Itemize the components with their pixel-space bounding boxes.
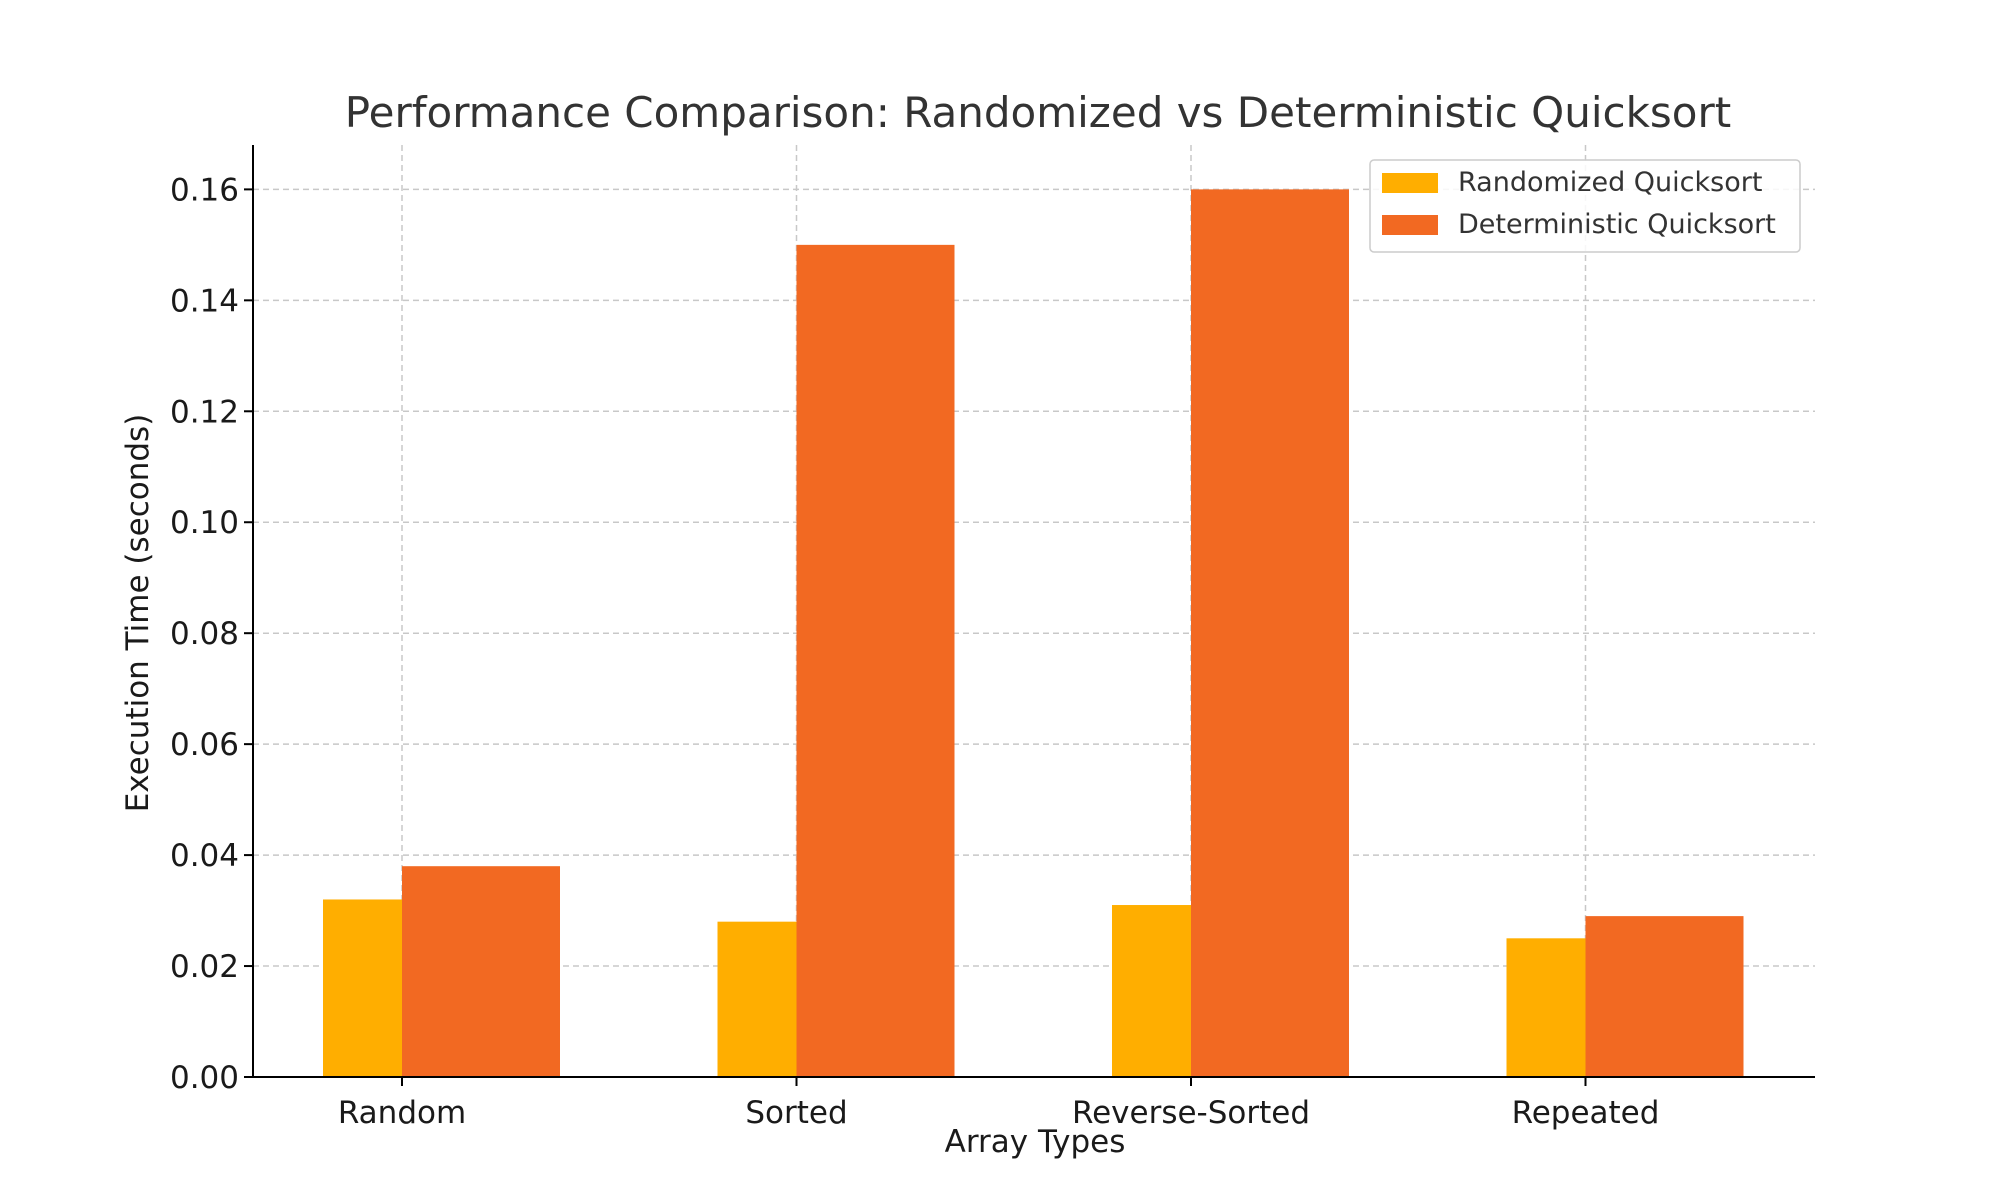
bar-randomized-quicksort [1506, 938, 1586, 1077]
legend: Randomized Quicksort Deterministic Quicks… [1369, 159, 1801, 253]
legend-frame [1369, 159, 1801, 253]
bar-randomized-quicksort [717, 921, 797, 1077]
bar-deterministic-quicksort [402, 866, 560, 1077]
y-tick-label: 0.12 [170, 394, 239, 430]
y-tick-label: 0.06 [170, 727, 239, 763]
chart-title: Performance Comparison: Randomized vs De… [345, 88, 1731, 137]
bar-randomized-quicksort [1112, 905, 1191, 1077]
x-axis-label: Array Types [945, 1124, 1126, 1160]
legend-label: Randomized Quicksort [1458, 167, 1762, 198]
x-tick-label: Reverse-Sorted [1072, 1095, 1310, 1131]
x-tick-label: Sorted [745, 1095, 847, 1131]
y-tick-label: 0.14 [170, 283, 239, 319]
y-tick-label: 0.04 [170, 838, 239, 874]
y-tick-label: 0.00 [170, 1060, 239, 1096]
axes [244, 145, 1815, 1086]
y-axis-label: Execution Time (seconds) [120, 414, 156, 813]
y-tick-label: 0.10 [170, 505, 239, 541]
legend-swatch [1382, 173, 1438, 193]
y-tick-label: 0.16 [170, 172, 239, 208]
x-tick-label: Repeated [1512, 1095, 1660, 1131]
bars [323, 189, 1744, 1077]
tick-labels: 0.00 0.02 0.04 0.06 0.08 0.10 0.12 0.14 0.16 Rand… [170, 172, 1659, 1131]
legend-label: Deterministic Quicksort [1458, 209, 1776, 240]
y-tick-label: 0.02 [170, 949, 239, 985]
legend-swatch [1382, 215, 1438, 235]
bar-deterministic-quicksort [796, 244, 955, 1077]
x-tick-label: Random [338, 1095, 466, 1131]
bar-deterministic-quicksort [1585, 916, 1744, 1077]
bar-deterministic-quicksort [1191, 189, 1349, 1077]
y-tick-label: 0.08 [170, 616, 239, 652]
bar-randomized-quicksort [323, 899, 402, 1077]
